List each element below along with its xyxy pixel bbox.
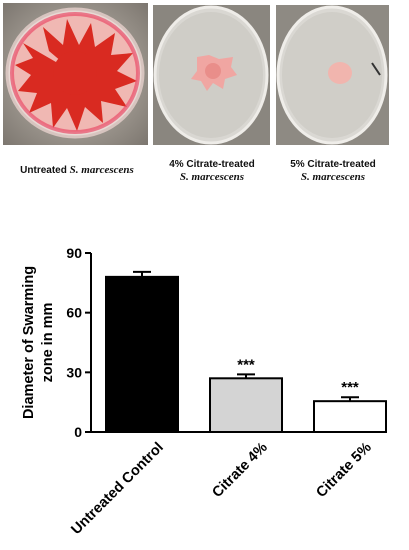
y-tick-label: 30 bbox=[66, 364, 82, 380]
y-axis-label-line2: zone in mm bbox=[40, 303, 56, 383]
significance-label-1: *** bbox=[237, 356, 255, 373]
x-category-label-0: Untreated Control bbox=[68, 440, 166, 538]
bar-1 bbox=[209, 377, 283, 433]
y-tick-label: 90 bbox=[66, 245, 82, 261]
bar-2 bbox=[313, 400, 387, 433]
x-category-label-1: Citrate 4% bbox=[209, 439, 271, 501]
x-category-label-2: Citrate 5% bbox=[313, 439, 375, 501]
caption-untreated: Untreated S. marcescens bbox=[20, 164, 134, 176]
y-axis-label-line1: Diameter of Swarming bbox=[21, 266, 37, 419]
caption-citrate-5: 5% Citrate-treated S. marcescens bbox=[290, 159, 376, 183]
photo-citrate-5 bbox=[276, 5, 389, 145]
bar-0 bbox=[105, 275, 179, 433]
y-tick-label: 60 bbox=[66, 305, 82, 321]
caption-citrate-4: 4% Citrate-treated S. marcescens bbox=[169, 159, 255, 183]
bar-chart: 0 30 60 90 Diameter of Swarming zone in mm Unt… bbox=[21, 245, 387, 538]
photo-untreated bbox=[3, 3, 148, 145]
significance-label-2: *** bbox=[341, 379, 359, 396]
y-tick-label: 0 bbox=[74, 424, 82, 440]
photo-citrate-4 bbox=[153, 5, 270, 145]
